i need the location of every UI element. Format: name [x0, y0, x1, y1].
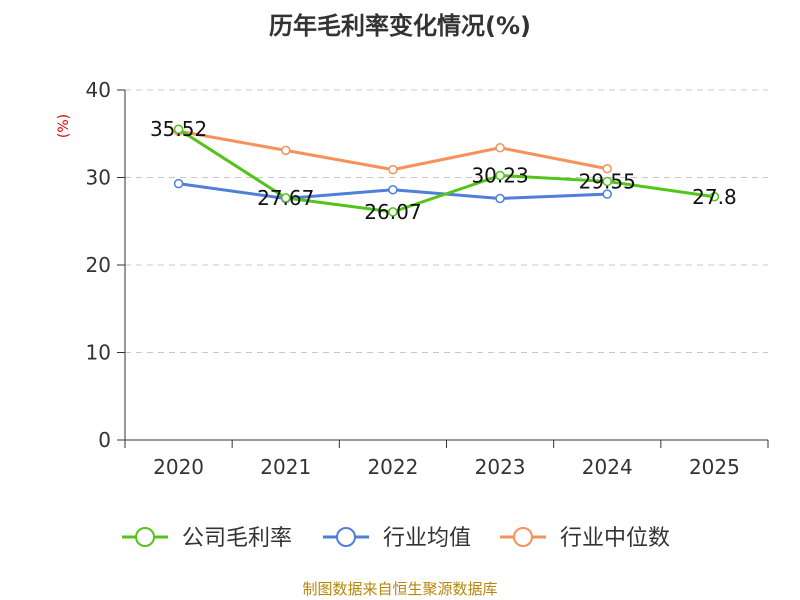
data-point: [173, 178, 184, 189]
data-point: [281, 145, 291, 156]
gridlines: [125, 89, 768, 353]
legend-label-2: 行业中位数: [560, 526, 670, 551]
data-point: [388, 185, 398, 195]
legend: 公司毛利率 行业均值 行业中位数: [122, 526, 670, 551]
data-point: [495, 170, 505, 181]
series-line-0: [177, 127, 715, 214]
legend-marker-1: [336, 527, 356, 547]
data-label: 29.55: [579, 169, 636, 193]
data-point: [602, 176, 612, 187]
data-point: [602, 189, 612, 199]
chart-title: 历年毛利率变化情况(%): [269, 12, 531, 40]
y-tick-label: 10: [86, 341, 111, 365]
data-point: [602, 164, 612, 174]
x-tick-label: 2025: [689, 455, 740, 479]
x-tick-label: 2020: [153, 455, 204, 479]
x-tick-label: 2022: [367, 455, 418, 479]
data-point: [495, 143, 505, 153]
y-tick-label: 20: [86, 253, 111, 277]
y-tick-label: 30: [86, 166, 111, 190]
data-point: [709, 192, 720, 202]
x-tick-label: 2021: [260, 455, 311, 479]
data-label: 30.23: [471, 163, 528, 187]
data-label: 35.52: [150, 117, 207, 141]
legend-marker-2: [513, 527, 533, 547]
series-line-2: [178, 129, 608, 172]
data-point: [388, 164, 398, 175]
data-label: 27.8: [692, 185, 737, 209]
x-tick-label: 2024: [582, 455, 633, 479]
x-tick-label: 2023: [475, 455, 526, 479]
data-point: [173, 124, 184, 134]
data-label: 26.07: [364, 200, 421, 224]
y-tick-label: 40: [86, 78, 111, 102]
y-tick-label: 0: [98, 428, 111, 452]
y-axis-label: (%): [56, 114, 72, 138]
data-point: [495, 193, 505, 204]
series-group: 35.52 27.67 26.07 30.23 29.55 27.8: [150, 117, 737, 224]
data-label: 27.67: [257, 186, 314, 210]
legend-label-1: 行业均值: [383, 526, 471, 551]
legend-marker-0: [135, 527, 155, 547]
axes: 0 10 20 30 40 2020 2021 2022 2023 2024 2025: [86, 78, 769, 479]
legend-label-0: 公司毛利率: [182, 526, 292, 551]
data-point: [281, 193, 291, 203]
data-point: [388, 207, 398, 217]
source-note: 制图数据来自恒生聚源数据库: [302, 580, 497, 598]
